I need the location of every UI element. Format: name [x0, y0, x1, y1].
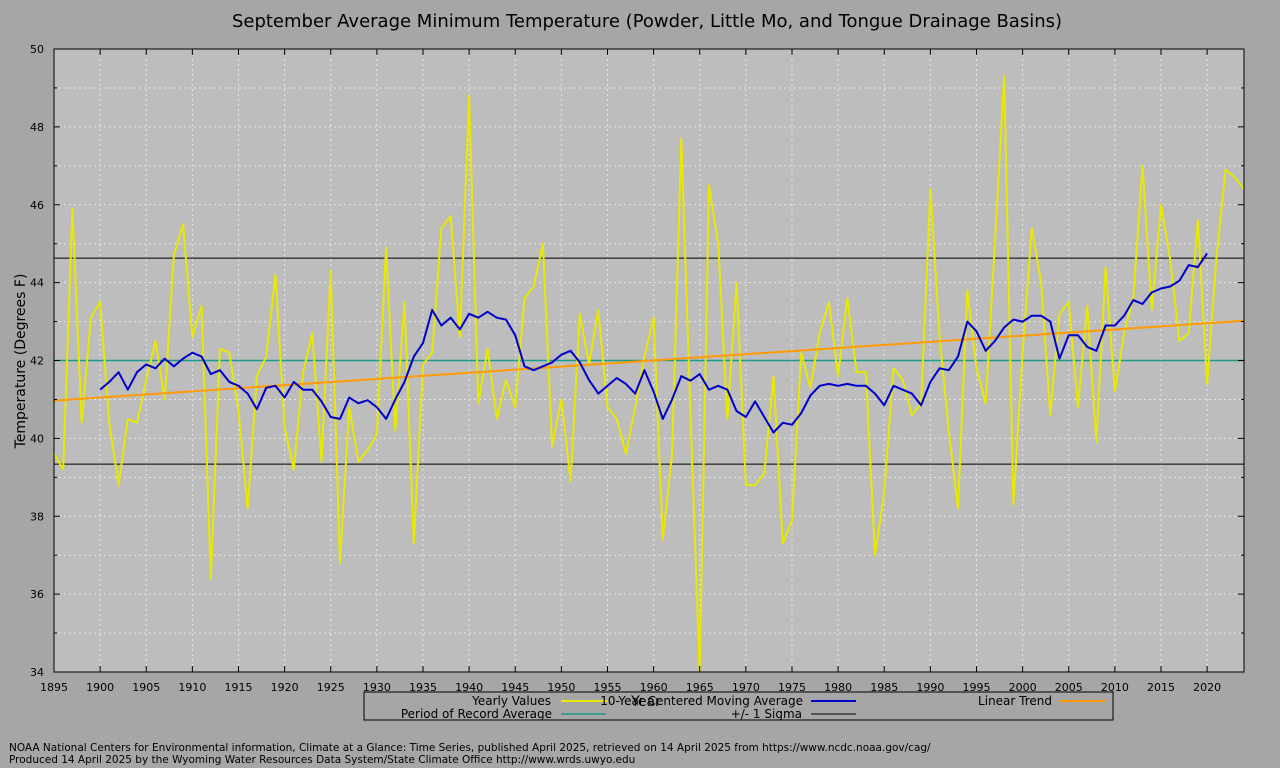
- y-axis-label: Temperature (Degrees F): [13, 274, 29, 450]
- legend-label-sigma: +/- 1 Sigma: [731, 707, 802, 721]
- x-tick-label: 1925: [317, 681, 345, 694]
- y-tick-label: 40: [30, 432, 44, 445]
- axis-ticks: 1895 1900 1905 1910 1915 1920 1925 1930 1935 1940…: [30, 43, 1244, 694]
- x-tick-label: 2010: [1101, 681, 1129, 694]
- x-tick-label: 1915: [224, 681, 252, 694]
- x-tick-label: 1965: [686, 681, 714, 694]
- x-tick-label: 1950: [547, 681, 575, 694]
- x-tick-label: 2000: [1009, 681, 1037, 694]
- x-tick-label: 1940: [455, 681, 483, 694]
- x-tick-label: 1900: [86, 681, 114, 694]
- series-lines: [53, 75, 1245, 673]
- y-tick-label: 34: [30, 666, 44, 679]
- y-tick-label: 44: [30, 277, 44, 290]
- x-tick-label: 1995: [962, 681, 990, 694]
- footer-line-2: Produced 14 April 2025 by the Wyoming Wa…: [9, 754, 635, 766]
- x-tick-label: 1945: [501, 681, 529, 694]
- x-tick-label: 1905: [132, 681, 160, 694]
- chart-title: September Average Minimum Temperature (P…: [232, 11, 1062, 32]
- x-tick-label: 1990: [916, 681, 944, 694]
- x-tick-label: 1935: [409, 681, 437, 694]
- legend-label-record-average: Period of Record Average: [401, 707, 552, 721]
- x-tick-label: 1960: [640, 681, 668, 694]
- legend-label-moving-average: 10-Year Centered Moving Average: [600, 694, 803, 708]
- y-tick-label: 36: [30, 588, 44, 601]
- moving-average-line: [99, 252, 1208, 434]
- x-tick-label: 1985: [870, 681, 898, 694]
- linear-trend-line: [53, 319, 1245, 402]
- x-tick-label: 1955: [593, 681, 621, 694]
- x-tick-label: 1910: [178, 681, 206, 694]
- y-tick-label: 42: [30, 355, 44, 368]
- x-tick-label: 1930: [363, 681, 391, 694]
- yearly-values-line: [53, 75, 1245, 673]
- legend-label-trend: Linear Trend: [978, 694, 1052, 708]
- x-tick-label: 1975: [778, 681, 806, 694]
- x-tick-label: 1895: [40, 681, 68, 694]
- x-tick-label: 1980: [824, 681, 852, 694]
- x-tick-label: 1920: [271, 681, 299, 694]
- y-tick-label: 38: [30, 510, 44, 523]
- x-tick-label: 2015: [1147, 681, 1175, 694]
- x-tick-label: 2005: [1055, 681, 1083, 694]
- legend-box: [363, 691, 1114, 721]
- x-axis-label: Year: [630, 694, 661, 710]
- x-tick-label: 1970: [732, 681, 760, 694]
- y-tick-label: 46: [30, 199, 44, 212]
- y-tick-label: 50: [30, 43, 44, 56]
- footer-line-1: NOAA National Centers for Environmental …: [9, 742, 931, 754]
- x-tick-label: 2020: [1193, 681, 1221, 694]
- y-tick-label: 48: [30, 121, 44, 134]
- legend-label-yearly: Yearly Values: [471, 694, 551, 708]
